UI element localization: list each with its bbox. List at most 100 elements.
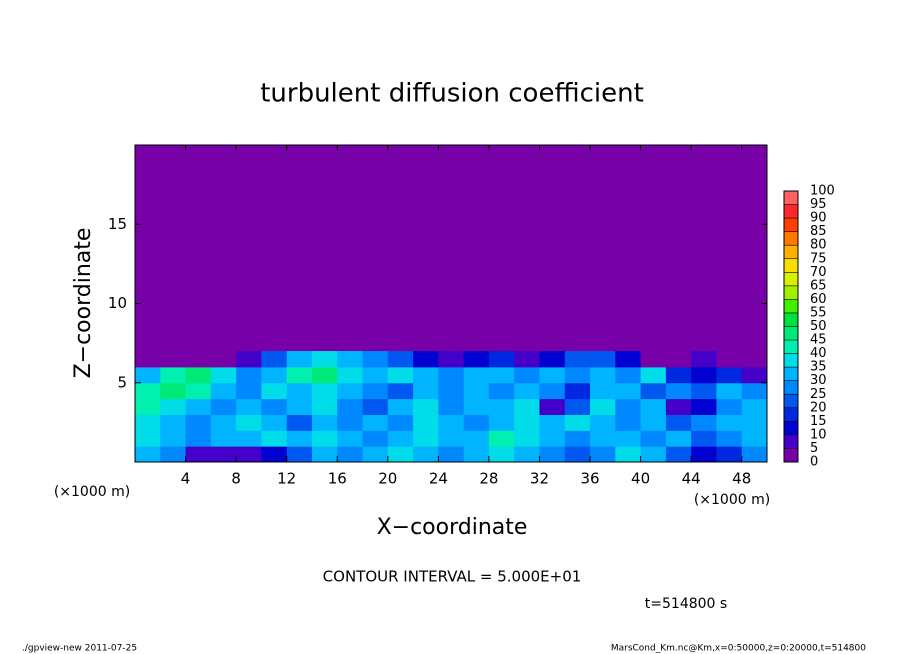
- heatmap-cell: [438, 366, 465, 384]
- heatmap-cell: [135, 414, 161, 431]
- heatmap-cell: [741, 446, 768, 463]
- colorbar-swatch: [784, 353, 798, 368]
- heatmap-cell: [236, 382, 262, 400]
- heatmap-cell: [615, 430, 642, 447]
- heatmap-cell: [691, 366, 717, 384]
- heatmap-cell: [564, 382, 591, 400]
- heatmap-cell: [488, 446, 515, 463]
- heatmap-cell: [362, 351, 389, 368]
- heatmap-cell: [615, 398, 642, 415]
- colorbar-label: 10: [810, 427, 827, 442]
- heatmap-cell: [716, 351, 743, 368]
- footer-left: ./gpview-new 2011-07-25: [22, 644, 137, 654]
- heatmap-cell: [210, 382, 237, 400]
- x-unit-label: (×1000 m): [54, 484, 130, 500]
- heatmap-cell: [438, 382, 465, 400]
- heatmap-cell: [564, 430, 591, 447]
- heatmap-cell: [387, 430, 414, 447]
- heatmap-cell: [286, 430, 313, 447]
- colorbar-label: 0: [810, 455, 818, 470]
- heatmap-cell: [413, 430, 439, 447]
- heatmap-cell: [438, 446, 465, 463]
- heatmap-cell: [665, 414, 692, 431]
- heatmap-cell: [185, 351, 212, 368]
- heatmap-cell: [185, 382, 212, 400]
- heatmap-cell: [665, 351, 692, 368]
- heatmap-cell: [362, 414, 389, 431]
- colorbar-swatch: [784, 231, 798, 246]
- heatmap-cell: [741, 351, 768, 368]
- colorbar-swatch: [784, 285, 798, 300]
- heatmap-cell: [337, 366, 364, 384]
- heatmap-cell: [590, 366, 616, 384]
- heatmap-cell: [665, 382, 692, 400]
- colorbar-swatch: [784, 218, 798, 232]
- heatmap-cell: [691, 382, 717, 400]
- heatmap-cell: [286, 398, 313, 415]
- heatmap-cell: [463, 351, 490, 368]
- heatmap-cell: [236, 398, 262, 415]
- heatmap-cell: [463, 382, 490, 400]
- heatmap-cell: [741, 382, 768, 400]
- heatmap-cell: [286, 351, 313, 368]
- heatmap-cell: [236, 366, 262, 384]
- heatmap-cell: [438, 430, 465, 447]
- heatmap-cell: [210, 351, 237, 368]
- heatmap-cell: [539, 446, 566, 463]
- x-unit-label: (×1000 m): [694, 492, 770, 508]
- heatmap-cell: [261, 414, 288, 431]
- colorbar-swatch: [784, 434, 798, 449]
- colorbar-swatch: [784, 204, 798, 219]
- heatmap-cell: [311, 351, 338, 368]
- x-tick-label: 40: [631, 470, 650, 488]
- heatmap-cell: [488, 398, 515, 415]
- heatmap-cell: [337, 382, 364, 400]
- heatmap-cell: [564, 351, 591, 368]
- heatmap-cell: [286, 414, 313, 431]
- time-label: t=514800 s: [645, 596, 727, 612]
- heatmap-cell: [488, 414, 515, 431]
- heatmap-cell: [463, 430, 490, 447]
- heatmap-cell: [716, 446, 743, 463]
- y-tick-label: 10: [108, 294, 127, 312]
- heatmap-cell: [514, 366, 540, 384]
- heatmap-cell: [185, 430, 212, 447]
- heatmap-cell: [210, 366, 237, 384]
- heatmap-cell: [210, 414, 237, 431]
- heatmap-cell: [539, 351, 566, 368]
- heatmap-cell: [691, 398, 717, 415]
- heatmap-cell: [564, 446, 591, 463]
- heatmap-cell: [210, 446, 237, 463]
- heatmap-cell: [514, 414, 540, 431]
- heatmap-cell: [514, 398, 540, 415]
- heatmap-cell: [160, 382, 187, 400]
- heatmap-cell: [311, 430, 338, 447]
- heatmap-cell: [716, 430, 743, 447]
- heatmap-cell: [564, 414, 591, 431]
- heatmap-cell: [337, 398, 364, 415]
- x-tick-label: 36: [580, 470, 599, 488]
- heatmap-cell: [463, 398, 490, 415]
- heatmap-cell: [413, 414, 439, 431]
- heatmap-cell: [362, 382, 389, 400]
- heatmap-cell: [564, 366, 591, 384]
- x-tick-label: 44: [682, 470, 701, 488]
- heatmap-cell: [387, 382, 414, 400]
- heatmap-cell: [691, 446, 717, 463]
- heatmap-cell: [488, 430, 515, 447]
- heatmap-cell: [691, 351, 717, 368]
- colorbar-label: 90: [810, 211, 827, 226]
- heatmap-cell: [716, 398, 743, 415]
- heatmap-cell: [286, 366, 313, 384]
- colorbar-swatch: [784, 258, 798, 273]
- heatmap-cell: [387, 351, 414, 368]
- colorbar-swatch: [784, 448, 798, 462]
- heatmap-cell: [160, 398, 187, 415]
- heatmap-cell: [261, 430, 288, 447]
- heatmap-cell: [514, 430, 540, 447]
- heatmap-cell: [691, 430, 717, 447]
- heatmap-cell: [413, 446, 439, 463]
- heatmap-cell: [590, 414, 616, 431]
- heatmap-cell: [438, 414, 465, 431]
- heatmap-cell: [665, 366, 692, 384]
